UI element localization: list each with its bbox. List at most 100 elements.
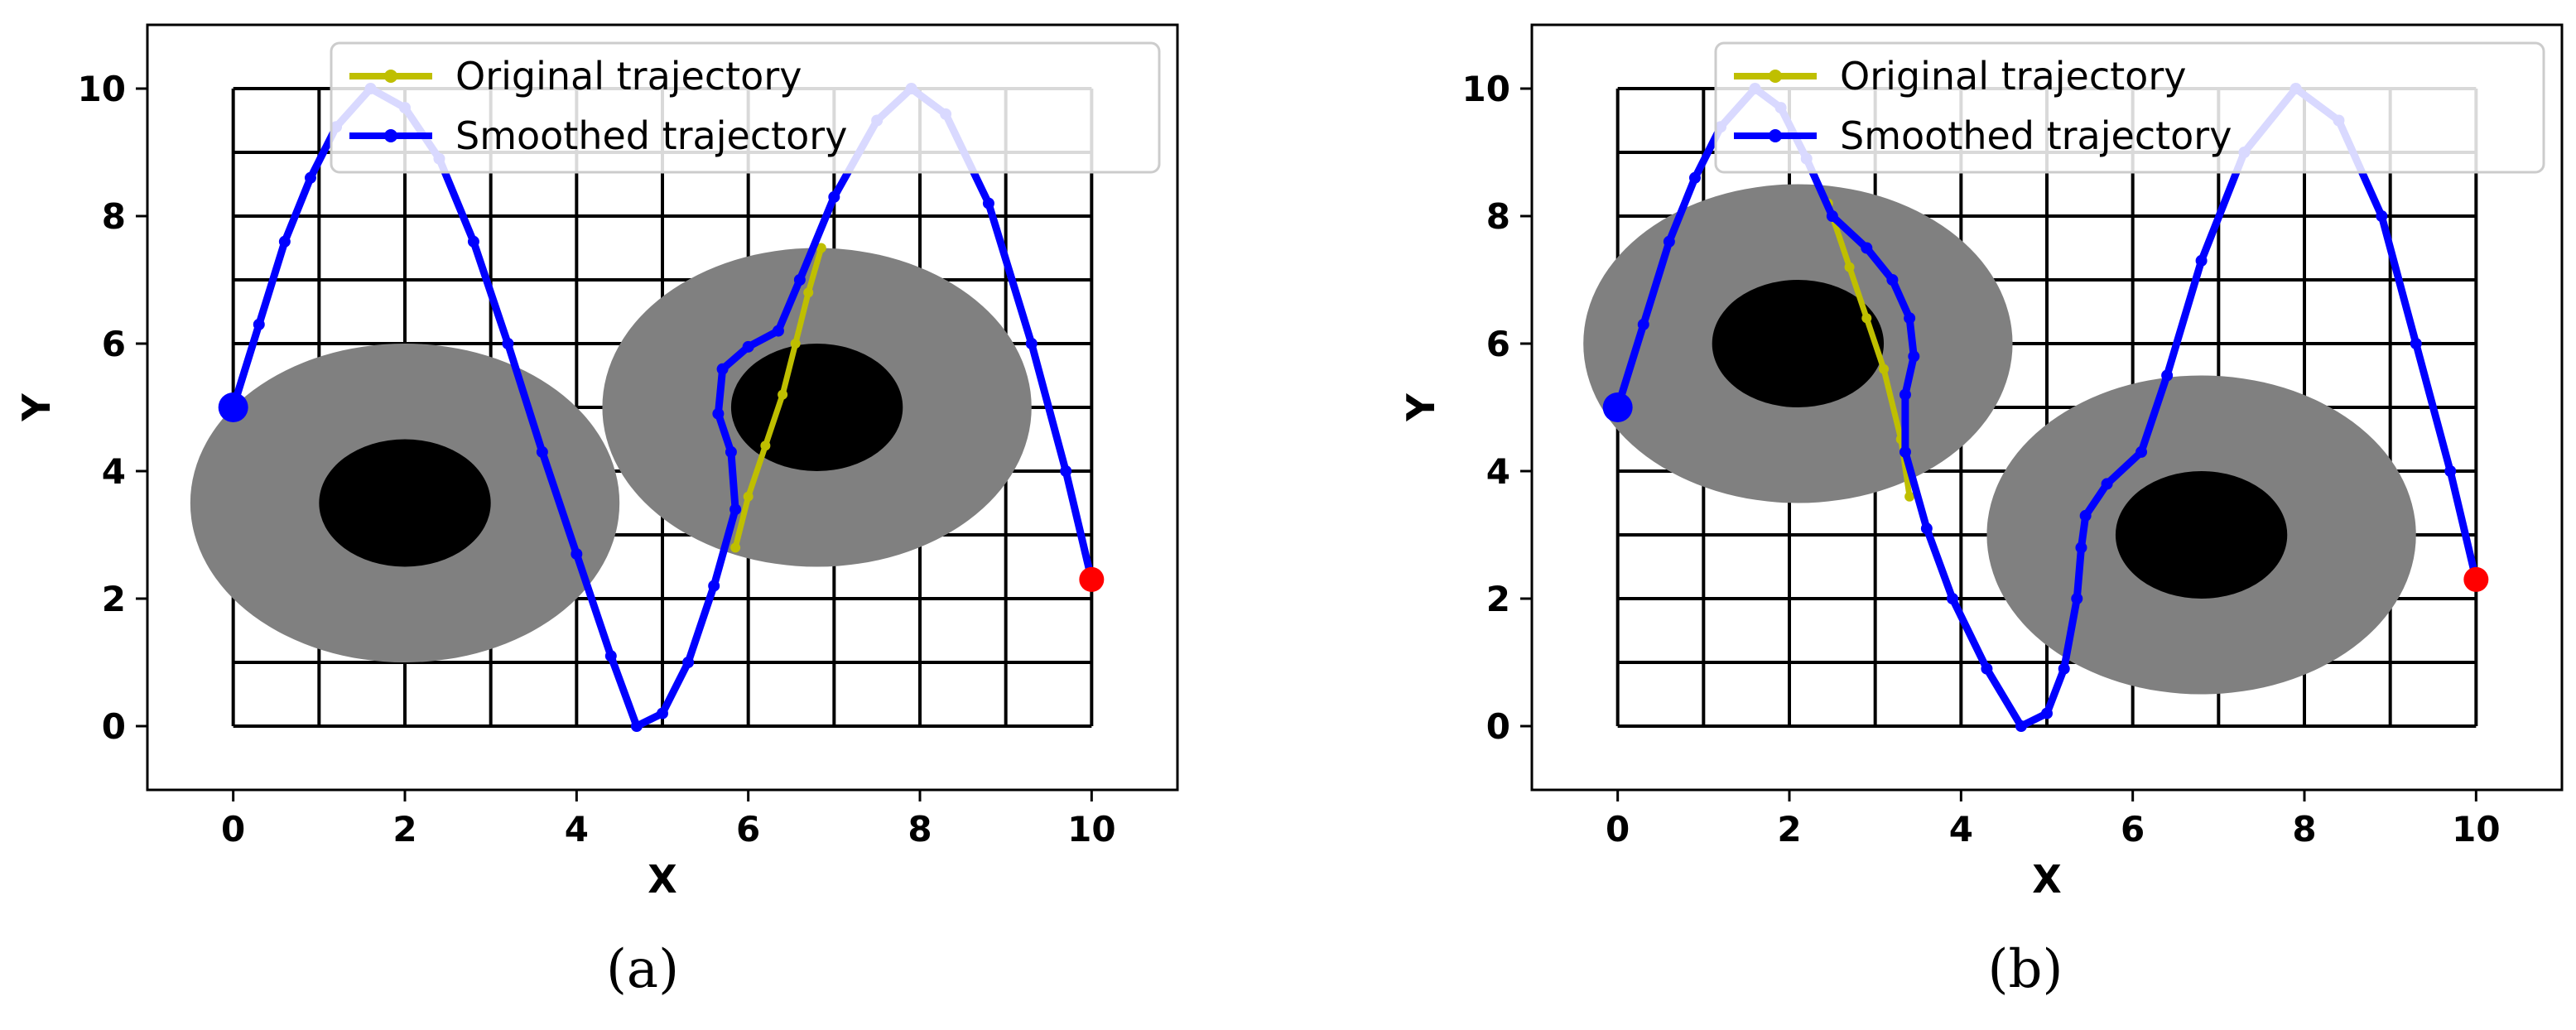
x-tick-label: 0 (1606, 809, 1630, 850)
y-axis-label: Y (14, 393, 59, 422)
smoothed-trajectory-point (657, 707, 668, 720)
y-tick-label: 0 (102, 706, 126, 747)
original-trajectory-point (760, 440, 771, 451)
smoothed-trajectory-point (725, 445, 737, 458)
panel-caption: (a) (606, 939, 679, 1000)
start-marker (218, 392, 248, 422)
x-tick-label: 6 (2121, 809, 2145, 850)
smoothed-trajectory-point (502, 338, 514, 349)
smoothed-trajectory-point (2444, 465, 2457, 477)
original-trajectory-point (730, 542, 741, 553)
y-tick-label: 10 (1462, 69, 1510, 109)
panel-caption: (b) (1988, 939, 2063, 1000)
legend-swatch-marker (1769, 70, 1782, 83)
smoothed-trajectory-point (828, 190, 840, 203)
x-tick-label: 4 (1949, 809, 1973, 850)
smoothed-trajectory-point (772, 325, 784, 337)
y-tick-label: 0 (1486, 706, 1510, 747)
smoothed-trajectory-point (729, 503, 742, 516)
original-trajectory-point (1861, 313, 1872, 324)
smoothed-trajectory-point (793, 274, 806, 286)
legend-entry-label: Smoothed trajectory (455, 113, 847, 158)
smoothed-trajectory-point (2135, 445, 2148, 458)
x-tick-label: 8 (2292, 809, 2316, 850)
obstacle-core (1712, 280, 1885, 407)
legend-entry-label: Smoothed trajectory (1840, 113, 2232, 158)
x-tick-label: 4 (565, 809, 589, 850)
original-trajectory-point (1904, 491, 1915, 502)
original-trajectory-point (743, 491, 754, 502)
original-trajectory-point (1879, 363, 1890, 374)
plot-area (1583, 83, 2489, 732)
smoothed-trajectory-point (604, 650, 617, 662)
original-trajectory-point (790, 339, 801, 349)
smoothed-trajectory-point (1946, 593, 1958, 604)
y-tick-label: 2 (1486, 579, 1510, 619)
legend-swatch-marker (1769, 129, 1782, 142)
axes-frame (146, 23, 1179, 792)
x-tick-label: 2 (392, 809, 416, 850)
smoothed-trajectory-point (682, 657, 695, 668)
y-tick-label: 8 (1486, 196, 1510, 237)
legend: Original trajectory Smoothed trajectory (330, 41, 1161, 174)
original-trajectory-point (803, 287, 814, 298)
panel-a: 0 2 4 6 8 10 0 2 4 6 8 10 X Y Original trajectory Smoot… (14, 23, 1179, 1000)
smoothed-trajectory-point (630, 720, 643, 732)
goal-marker (1079, 566, 1105, 592)
y-axis-label: Y (1399, 393, 1443, 422)
smoothed-trajectory-point (2161, 369, 2174, 382)
smoothed-trajectory-point (2101, 478, 2113, 490)
x-tick-label: 0 (221, 809, 245, 850)
plot-area (190, 83, 1105, 732)
smoothed-trajectory-point (1663, 235, 1675, 248)
x-tick-label: 6 (736, 809, 760, 850)
y-tick-label: 6 (102, 324, 126, 364)
smoothed-trajectory-point (1981, 662, 1993, 675)
original-trajectory-point (778, 389, 788, 400)
x-tick-label: 8 (908, 809, 932, 850)
x-tick-label: 10 (1067, 809, 1115, 850)
smoothed-trajectory-point (253, 318, 265, 330)
smoothed-trajectory-point (1886, 274, 1899, 286)
y-tick-label: 4 (1486, 451, 1510, 492)
smoothed-trajectory-point (304, 171, 316, 184)
original-trajectory-point (816, 243, 826, 253)
panel-b: 0 2 4 6 8 10 0 2 4 6 8 10 X Y Original trajectory Smoot… (1399, 23, 2564, 1000)
x-axis-label: X (648, 857, 677, 902)
smoothed-trajectory-point (2015, 720, 2027, 732)
legend-swatch-marker (384, 129, 397, 142)
smoothed-trajectory-point (1899, 445, 1911, 458)
y-tick-label: 4 (102, 451, 126, 492)
smoothed-trajectory-point (2410, 338, 2422, 349)
y-tick-label: 6 (1486, 324, 1510, 364)
x-tick-label: 10 (2452, 809, 2500, 850)
obstacle-core (319, 439, 491, 567)
smoothed-trajectory-point (2041, 707, 2053, 720)
smoothed-trajectory-point (2376, 210, 2388, 222)
x-axis-label: X (2032, 857, 2061, 902)
smoothed-trajectory-point (571, 548, 583, 561)
y-tick-label: 8 (102, 196, 126, 237)
smoothed-trajectory-point (712, 407, 725, 420)
legend-box (1714, 41, 2545, 174)
axes-frame (1530, 23, 2564, 792)
smoothed-trajectory-point (716, 363, 729, 375)
smoothed-trajectory-point (1920, 522, 1933, 535)
smoothed-trajectory-point (1904, 312, 1916, 325)
start-marker (1602, 392, 1633, 422)
smoothed-trajectory-point (1826, 210, 1838, 222)
obstacle-core (2115, 471, 2288, 599)
smoothed-trajectory-point (2079, 509, 2092, 522)
smoothed-trajectory-point (2058, 662, 2070, 675)
smoothed-trajectory-point (1688, 171, 1701, 184)
goal-marker (2463, 566, 2489, 592)
smoothed-trajectory-point (1637, 318, 1649, 330)
legend-box (330, 41, 1161, 174)
smoothed-trajectory-point (2195, 254, 2208, 267)
x-tick-label: 2 (1777, 809, 1801, 850)
smoothed-trajectory-point (1899, 388, 1911, 401)
legend-entry-label: Original trajectory (1840, 54, 2186, 99)
legend-entry-label: Original trajectory (455, 54, 802, 99)
smoothed-trajectory-point (278, 235, 291, 248)
